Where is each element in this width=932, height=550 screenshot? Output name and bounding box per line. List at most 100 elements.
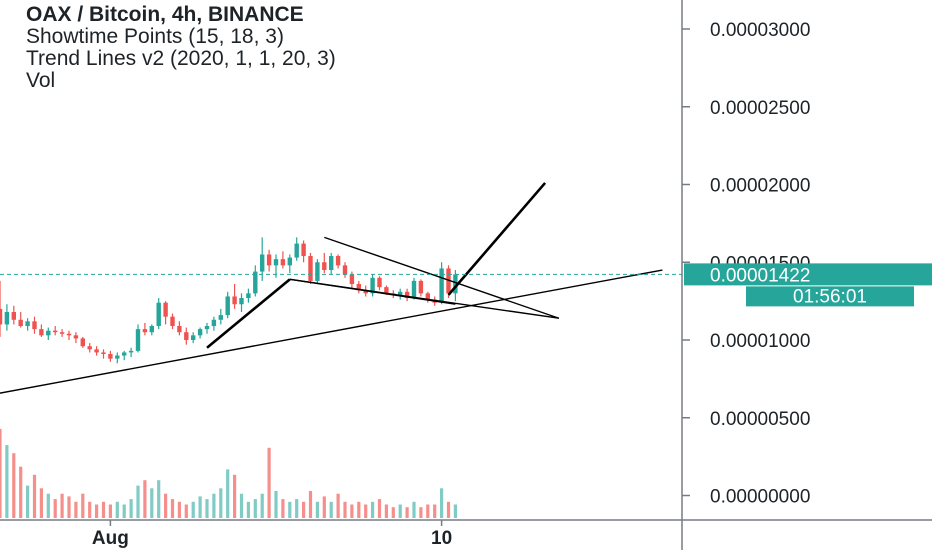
volume-bar (32, 474, 37, 518)
candle-body[interactable] (32, 321, 37, 330)
candle-body[interactable] (197, 329, 203, 336)
candle-body[interactable] (453, 274, 458, 294)
candle-body[interactable] (46, 330, 51, 336)
volume-bar (53, 499, 57, 518)
volume-bar (129, 499, 133, 518)
candle-body[interactable] (356, 284, 361, 291)
candle-body[interactable] (177, 326, 182, 333)
candle-body[interactable] (149, 326, 154, 333)
candle-body[interactable] (204, 326, 210, 330)
candle-body[interactable] (211, 319, 217, 327)
candle-body[interactable] (363, 290, 368, 294)
volume-bar (371, 501, 375, 518)
candle-body[interactable] (260, 254, 265, 272)
candle-body[interactable] (425, 293, 430, 300)
candle-body[interactable] (53, 330, 58, 333)
candle-body[interactable] (335, 256, 341, 266)
volume-bar (19, 466, 23, 518)
candle-body[interactable] (322, 262, 327, 271)
volume-bar (433, 504, 437, 518)
trend-line[interactable] (289, 278, 560, 319)
legend-indicator-volume[interactable]: Vol (26, 69, 56, 92)
trend-line[interactable] (324, 236, 560, 319)
volume-bar (336, 493, 340, 518)
candle-body[interactable] (108, 353, 113, 359)
candle-body[interactable] (294, 243, 299, 258)
candle-body[interactable] (398, 291, 403, 295)
candle-body[interactable] (170, 316, 175, 327)
candle-body[interactable] (101, 352, 106, 354)
candle-body[interactable] (349, 274, 355, 285)
candle-body[interactable] (315, 262, 320, 281)
candle-body[interactable] (80, 338, 85, 347)
candle-body[interactable] (66, 333, 72, 336)
legend-indicator-showtime-points[interactable]: Showtime Points (15, 18, 3) (26, 25, 284, 48)
trend-line[interactable] (0, 269, 663, 394)
volume-bar (281, 499, 285, 518)
volume-bar (170, 499, 175, 518)
candle-body[interactable] (18, 319, 23, 327)
countdown-tag (746, 286, 914, 307)
volume-bar (184, 504, 188, 518)
candle-body[interactable] (411, 280, 417, 299)
candle-body[interactable] (218, 315, 223, 320)
candle-body[interactable] (246, 293, 251, 299)
trend-line[interactable] (447, 182, 547, 296)
candle-body[interactable] (135, 329, 141, 351)
candle-body[interactable] (384, 287, 389, 294)
candle-body[interactable] (232, 296, 237, 305)
candle-body[interactable] (115, 355, 120, 359)
volume-bar (412, 501, 416, 518)
candle-body[interactable] (370, 277, 375, 294)
candle-body[interactable] (287, 257, 292, 266)
candle-body[interactable] (142, 329, 148, 333)
volume-bar (191, 501, 195, 518)
candle-body[interactable] (94, 349, 99, 353)
candle-body[interactable] (184, 332, 189, 340)
candle-body[interactable] (191, 335, 196, 340)
candle-body[interactable] (225, 296, 230, 316)
candle-body[interactable] (280, 259, 286, 266)
candle-body[interactable] (273, 259, 279, 266)
candle-body[interactable] (39, 329, 44, 336)
trend-line[interactable] (206, 278, 291, 349)
price-tick-label: 0.00003000 (710, 20, 810, 41)
candle-body[interactable] (377, 277, 382, 288)
volume-bar (88, 501, 92, 518)
legend-title: OAX / Bitcoin, 4h, BINANCE (26, 3, 304, 26)
candle-body[interactable] (418, 280, 424, 294)
volume-bar (405, 507, 409, 518)
volume-bar (295, 499, 299, 518)
candle-body[interactable] (342, 265, 348, 275)
candle-body[interactable] (266, 254, 272, 266)
legend-indicator-trend-lines[interactable]: Trend Lines v2 (2020, 1, 1, 20, 3) (26, 47, 336, 70)
candle-body[interactable] (59, 332, 65, 334)
candle-body[interactable] (239, 298, 244, 305)
price-tick-label: 0.00002500 (710, 98, 810, 119)
volume-bar (74, 501, 78, 518)
candle-body[interactable] (4, 312, 10, 325)
volume-bar (329, 501, 333, 518)
candle-body[interactable] (163, 302, 168, 317)
candle-body[interactable] (122, 352, 127, 356)
volume-bar (343, 501, 347, 518)
candle-body[interactable] (73, 335, 79, 339)
candle-body[interactable] (308, 256, 313, 281)
candle-body[interactable] (156, 302, 161, 327)
candle-body[interactable] (404, 291, 410, 299)
time-tick-label: Aug (92, 528, 129, 549)
candle-body[interactable] (128, 350, 134, 353)
candle-body[interactable] (25, 321, 30, 327)
candle-body[interactable] (11, 312, 16, 320)
candle-body[interactable] (87, 346, 92, 350)
candle-body[interactable] (0, 308, 3, 325)
price-tick-label: 0.00000500 (710, 409, 810, 430)
candle-body[interactable] (301, 243, 306, 257)
volume-bar (219, 488, 223, 518)
candle-body[interactable] (329, 256, 334, 271)
candle-body[interactable] (439, 268, 444, 303)
candle-body[interactable] (253, 271, 258, 294)
volume-bar (440, 488, 444, 518)
